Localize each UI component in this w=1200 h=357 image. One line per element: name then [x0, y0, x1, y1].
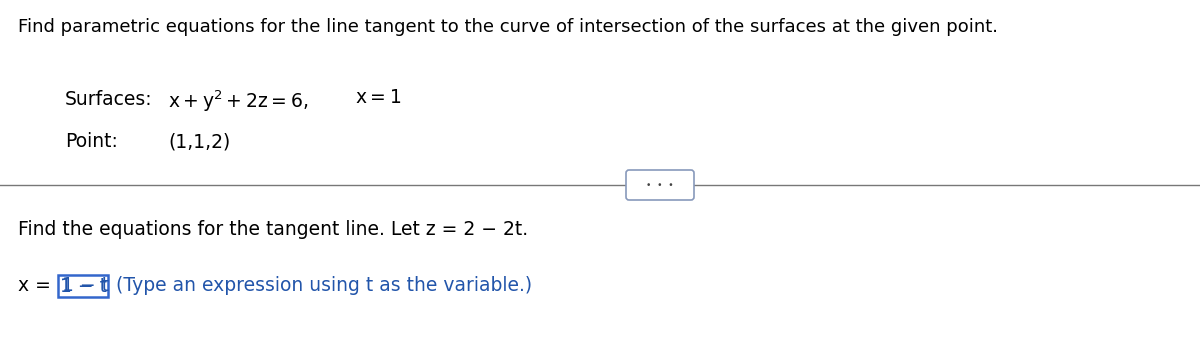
Text: Point:: Point: — [65, 132, 118, 151]
Text: Find the equations for the tangent line. Let z = 2 − 2t.: Find the equations for the tangent line.… — [18, 220, 528, 239]
Text: (Type an expression using t as the variable.): (Type an expression using t as the varia… — [116, 276, 532, 295]
Text: $\mathregular{x+y^2+2z=6,}$: $\mathregular{x+y^2+2z=6,}$ — [168, 88, 308, 114]
FancyBboxPatch shape — [58, 275, 108, 297]
Text: x =: x = — [18, 276, 56, 295]
Text: 1 − t: 1 − t — [60, 277, 107, 297]
Text: Surfaces:: Surfaces: — [65, 90, 152, 109]
FancyBboxPatch shape — [626, 170, 694, 200]
Text: 1 − t: 1 − t — [62, 276, 109, 295]
Text: (1,1,2): (1,1,2) — [168, 132, 230, 151]
Text: •  •  •: • • • — [646, 181, 674, 190]
Text: Find parametric equations for the line tangent to the curve of intersection of t: Find parametric equations for the line t… — [18, 18, 998, 36]
Text: $\mathregular{x=1}$: $\mathregular{x=1}$ — [355, 88, 401, 107]
